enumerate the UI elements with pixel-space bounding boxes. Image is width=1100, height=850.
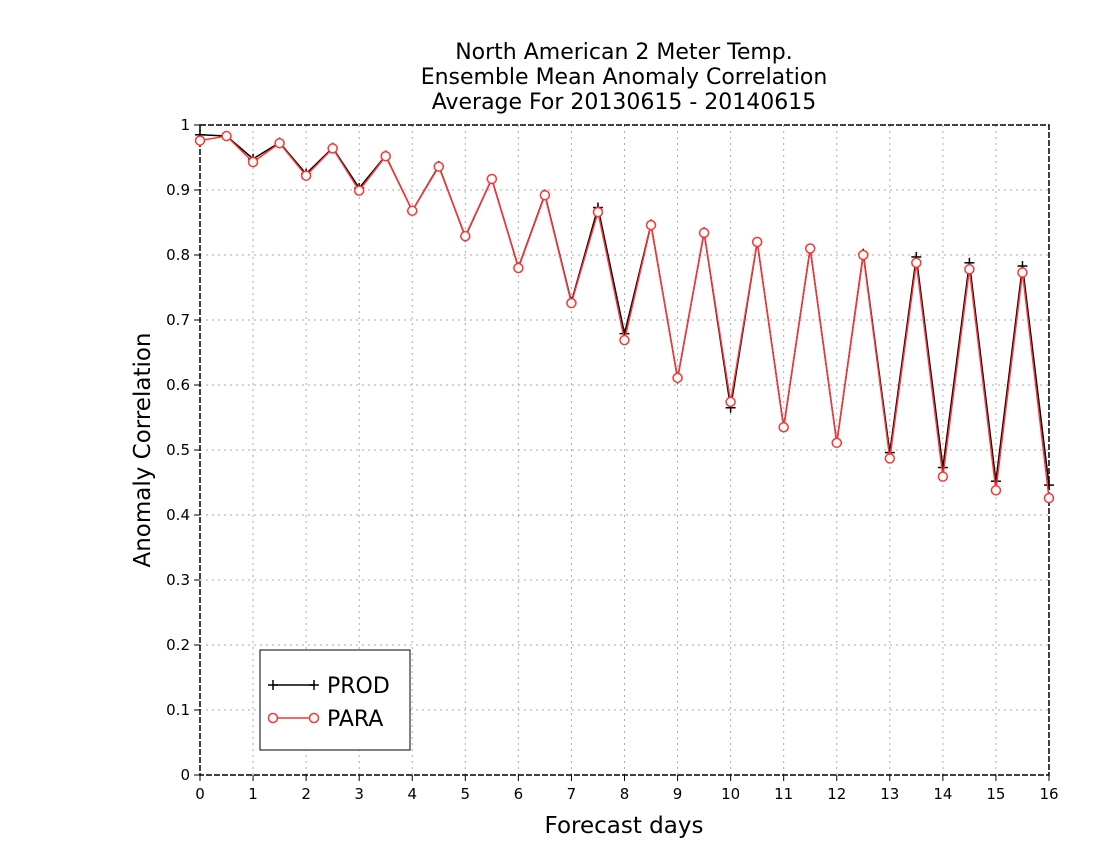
y-axis-label: Anomaly Correlation xyxy=(130,332,156,567)
x-tick-label: 8 xyxy=(620,785,630,803)
point-para xyxy=(937,471,949,482)
x-tick-label: 11 xyxy=(774,785,793,803)
point-para xyxy=(964,264,975,275)
point-para xyxy=(300,170,312,181)
x-tick-label: 14 xyxy=(933,785,952,803)
point-para xyxy=(353,185,365,196)
x-tick-label: 2 xyxy=(301,785,311,803)
point-para xyxy=(221,130,232,142)
point-para xyxy=(725,396,736,408)
point-para xyxy=(1043,492,1055,504)
x-tick-label: 0 xyxy=(195,785,205,803)
point-para xyxy=(911,257,922,269)
point-para xyxy=(619,334,630,346)
x-tick-label: 1 xyxy=(248,785,258,803)
x-tick-label: 12 xyxy=(827,785,846,803)
point-para xyxy=(751,236,763,248)
point-para xyxy=(778,422,789,433)
point-para xyxy=(407,205,418,217)
x-tick-label: 13 xyxy=(880,785,899,803)
legend-box xyxy=(259,649,411,751)
legend-marker-start xyxy=(268,680,278,690)
point-para xyxy=(804,243,816,254)
title-line-3: Average For 20130615 - 20140615 xyxy=(432,90,817,115)
axis-ticks: 0 1 2 3 4 5 6 7 8 9 10 11 12 13 14 15 1600.10.20.30.40.5… xyxy=(166,116,1058,803)
x-tick-label: 9 xyxy=(673,785,683,803)
point-prod xyxy=(1044,480,1054,491)
point-para xyxy=(884,453,896,464)
point-para xyxy=(831,437,842,449)
point-para xyxy=(247,156,259,168)
legend-item-para: PARA xyxy=(267,707,383,732)
legend-label-para: PARA xyxy=(327,707,383,732)
point-para xyxy=(990,485,1002,496)
y-tick-label: 0.6 xyxy=(166,376,190,394)
series-layer xyxy=(194,129,1055,504)
point-para xyxy=(194,135,206,146)
x-tick-label: 6 xyxy=(514,785,524,803)
y-tick-label: 0.4 xyxy=(166,506,190,524)
series-prod xyxy=(195,129,1054,491)
title-line-2: Ensemble Mean Anomaly Correlation xyxy=(421,65,828,90)
point-para xyxy=(433,161,445,172)
legend: PROD PARA xyxy=(259,649,411,751)
y-tick-label: 0.2 xyxy=(166,636,190,654)
x-tick-label: 5 xyxy=(461,785,471,803)
x-axis-label: Forecast days xyxy=(545,813,704,839)
point-para xyxy=(1017,267,1028,278)
point-para xyxy=(672,372,683,384)
y-tick-label: 1 xyxy=(180,116,190,134)
x-tick-label: 7 xyxy=(567,785,577,803)
x-tick-label: 16 xyxy=(1039,785,1058,803)
x-tick-label: 10 xyxy=(721,785,740,803)
legend-marker-end xyxy=(309,680,319,690)
x-tick-label: 4 xyxy=(407,785,417,803)
point-para xyxy=(645,219,657,231)
legend-item-prod: PROD xyxy=(268,674,390,699)
legend-marker-start xyxy=(267,712,279,724)
y-tick-label: 0.5 xyxy=(166,441,190,459)
y-tick-label: 0.9 xyxy=(166,181,190,199)
point-para xyxy=(513,262,524,274)
legend-marker-end xyxy=(308,712,320,724)
title-line-1: North American 2 Meter Temp. xyxy=(455,40,793,65)
y-tick-label: 0 xyxy=(180,766,190,784)
point-para xyxy=(698,227,710,239)
point-para xyxy=(566,297,577,309)
chart-title: North American 2 Meter Temp. Ensemble Me… xyxy=(421,40,828,115)
legend-label-prod: PROD xyxy=(327,674,390,699)
point-para xyxy=(486,173,498,185)
point-para xyxy=(274,137,285,149)
x-tick-label: 3 xyxy=(354,785,364,803)
y-tick-label: 0.1 xyxy=(166,701,190,719)
point-para xyxy=(460,230,471,242)
y-tick-label: 0.8 xyxy=(166,246,190,264)
point-para xyxy=(539,189,551,201)
point-para xyxy=(858,249,869,261)
y-tick-label: 0.7 xyxy=(166,311,190,329)
point-para xyxy=(592,206,604,218)
series-para xyxy=(194,130,1055,504)
point-para xyxy=(327,143,338,154)
point-para xyxy=(380,150,391,162)
y-tick-label: 0.3 xyxy=(166,571,190,589)
x-tick-label: 15 xyxy=(986,785,1005,803)
